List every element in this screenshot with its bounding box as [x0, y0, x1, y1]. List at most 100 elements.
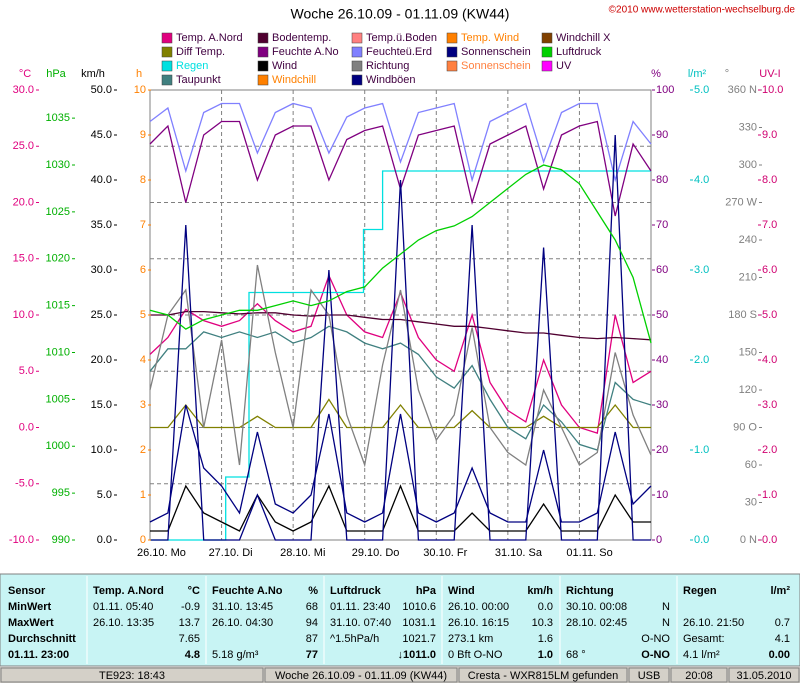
tick-label: 30.0: [91, 264, 112, 276]
table-cell: 26.10. 00:00: [448, 601, 509, 613]
series-line: [150, 170, 651, 541]
axis-unit: °: [725, 68, 729, 80]
legend-label: Regen: [176, 60, 208, 72]
table-value: ↓1011.0: [397, 649, 436, 661]
table-cell: 28.10. 02:45: [566, 617, 627, 629]
tick-label: 80: [656, 174, 668, 186]
tick-label: 0.0: [762, 534, 777, 546]
legend-label: Windchill X: [556, 32, 611, 44]
table-cell: 30.10. 00:08: [566, 601, 627, 613]
tick-label: 15.0: [13, 253, 34, 265]
tick-label: 6.0: [762, 264, 777, 276]
plot-area: [149, 89, 652, 541]
legend-label: Taupunkt: [176, 74, 221, 86]
status-text: USB: [638, 670, 661, 682]
table-cell: 01.11. 23:40: [330, 601, 390, 613]
series-line: [149, 264, 652, 468]
tick-label: 0: [140, 534, 146, 546]
table-cell: MaxWert: [8, 617, 54, 629]
tick-label: 330: [739, 121, 757, 133]
table-cell: 0 Bft O-NO: [448, 649, 503, 661]
series-line: [150, 134, 651, 541]
chart-title: Woche 26.10.09 - 01.11.09 (KW44): [291, 6, 510, 22]
tick-label: 5.0: [694, 84, 709, 96]
table-value: 1021.7: [402, 633, 436, 645]
tick-label: 300: [739, 159, 757, 171]
table-header: Sensor: [8, 585, 46, 597]
tick-label: 1.0: [694, 444, 709, 456]
tick-label: 10.0: [762, 84, 783, 96]
x-tick-label: 27.10. Di: [209, 547, 253, 559]
tick-label: 10: [656, 489, 668, 501]
table-cell: 273.1 km: [448, 633, 493, 645]
series-line: [149, 325, 652, 451]
status-cell: [628, 667, 670, 683]
table-value: 77: [306, 649, 318, 661]
table-value: 0.00: [769, 649, 790, 661]
table-value: -0.9: [181, 601, 200, 613]
legend-swatch: [446, 46, 458, 58]
legend-label: Bodentemp.: [272, 32, 331, 44]
table-header: Feuchte A.No: [212, 585, 283, 597]
tick-label: 150: [739, 346, 757, 358]
table-value: 13.7: [179, 617, 200, 629]
table-value: 0.7: [775, 617, 790, 629]
table-header-unit: l/m²: [770, 585, 790, 597]
tick-label: 15.0: [91, 399, 112, 411]
legend-label: Wind: [272, 60, 297, 72]
tick-label: 4: [140, 354, 146, 366]
table-value: N: [662, 617, 670, 629]
tick-label: 60: [745, 459, 757, 471]
legend-swatch: [541, 60, 553, 72]
tick-label: 45.0: [91, 129, 112, 141]
status-cell: [670, 667, 728, 683]
legend-swatch: [257, 46, 269, 58]
tick-label: 6: [140, 264, 146, 276]
table-value: 68: [306, 601, 318, 613]
legend-swatch: [351, 32, 363, 44]
table-value: 4.8: [185, 649, 200, 661]
tick-label: 270 W: [725, 196, 757, 208]
tick-label: 20.0: [13, 196, 34, 208]
tick-label: 0: [656, 534, 662, 546]
axis-unit: %: [651, 68, 661, 80]
legend-label: Luftdruck: [556, 46, 602, 58]
table-cell: 68 °: [566, 649, 586, 661]
tick-label: 1030: [46, 159, 70, 171]
tick-label: 3.0: [762, 399, 777, 411]
tick-label: 360 N: [728, 84, 757, 96]
table-value: O-NO: [641, 649, 670, 661]
tick-label: 90: [656, 129, 668, 141]
tick-label: 2: [140, 444, 146, 456]
tick-label: 5: [140, 309, 146, 321]
table-header: Luftdruck: [330, 585, 382, 597]
legend-label: UV: [556, 60, 572, 72]
table-header: Regen: [683, 585, 717, 597]
table-value: 94: [306, 617, 318, 629]
table-cell: 01.11. 05:40: [93, 601, 153, 613]
tick-label: 9.0: [762, 129, 777, 141]
legend-label: Temp. A.Nord: [176, 32, 243, 44]
tick-label: 1000: [46, 440, 70, 452]
x-tick-label: 01.11. So: [566, 547, 612, 559]
table-cell: ^1.5hPa/h: [330, 633, 379, 645]
tick-label: 5.0: [97, 489, 112, 501]
legend-label: Feuchteü.Erd: [366, 46, 432, 58]
table-cell: 4.1 l/m²: [683, 649, 720, 661]
tick-label: 20: [656, 444, 668, 456]
legend-swatch: [161, 46, 173, 58]
legend-label: Temp.ü.Boden: [366, 32, 437, 44]
table-value: 1010.6: [402, 601, 436, 613]
table-cell: 31.10. 07:40: [330, 617, 391, 629]
table-cell: 01.11. 23:00: [8, 649, 69, 661]
legend-label: Windchill: [272, 74, 316, 86]
legend-swatch: [541, 46, 553, 58]
legend-swatch: [351, 60, 363, 72]
legend-swatch: [161, 74, 173, 86]
axis-unit: °C: [19, 68, 31, 80]
tick-label: 990: [52, 534, 70, 546]
table-header: Richtung: [566, 585, 614, 597]
tick-label: 240: [739, 234, 757, 246]
legend-swatch: [351, 74, 363, 86]
